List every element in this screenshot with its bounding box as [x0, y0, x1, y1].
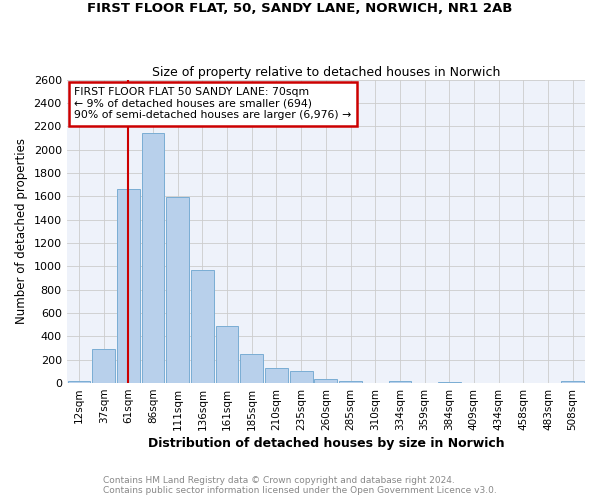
Bar — [339, 381, 362, 383]
Bar — [389, 382, 411, 383]
Text: FIRST FLOOR FLAT, 50, SANDY LANE, NORWICH, NR1 2AB: FIRST FLOOR FLAT, 50, SANDY LANE, NORWIC… — [88, 2, 512, 16]
Bar — [241, 354, 263, 383]
Bar — [68, 382, 91, 383]
Bar — [117, 190, 140, 383]
Bar — [216, 326, 238, 383]
Text: FIRST FLOOR FLAT 50 SANDY LANE: 70sqm
← 9% of detached houses are smaller (694)
: FIRST FLOOR FLAT 50 SANDY LANE: 70sqm ← … — [74, 88, 352, 120]
Y-axis label: Number of detached properties: Number of detached properties — [15, 138, 28, 324]
Bar — [92, 348, 115, 383]
X-axis label: Distribution of detached houses by size in Norwich: Distribution of detached houses by size … — [148, 437, 504, 450]
Text: Contains HM Land Registry data © Crown copyright and database right 2024.
Contai: Contains HM Land Registry data © Crown c… — [103, 476, 497, 495]
Bar — [438, 382, 461, 383]
Bar — [562, 382, 584, 383]
Title: Size of property relative to detached houses in Norwich: Size of property relative to detached ho… — [152, 66, 500, 78]
Bar — [142, 134, 164, 383]
Bar — [314, 379, 337, 383]
Bar — [191, 270, 214, 383]
Bar — [166, 197, 189, 383]
Bar — [290, 372, 313, 383]
Bar — [265, 368, 288, 383]
